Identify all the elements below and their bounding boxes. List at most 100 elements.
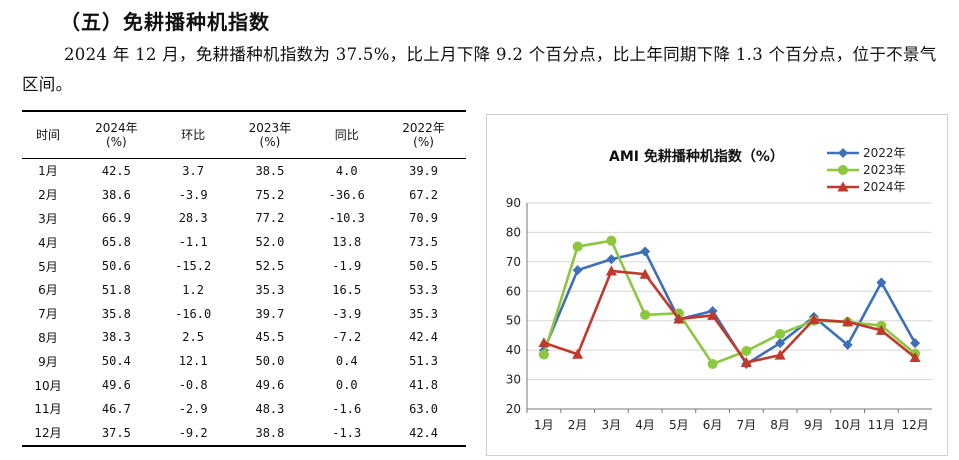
data-point-2024年 [538, 337, 550, 348]
x-tick-label: 1月 [534, 418, 554, 432]
table-cell: 37.5 [73, 420, 159, 447]
data-point-2022年 [876, 277, 887, 288]
table-row: 11月 46.7 -2.9 48.3 -1.6 63.0 [22, 397, 466, 421]
data-point-2023年 [606, 235, 617, 246]
column-header: 2024年 (%) [73, 110, 159, 159]
table-row: 1月 42.5 3.7 38.5 4.0 39.9 [22, 159, 466, 183]
table-row: 9月 50.4 12.1 50.0 0.4 51.3 [22, 349, 466, 373]
table-cell: 75.2 [255, 187, 285, 202]
table-cell: -1.3 [312, 420, 382, 447]
data-point-2024年 [909, 352, 921, 362]
table-cell: -15.2 [175, 259, 212, 274]
table-cell: 28.3 [178, 211, 208, 226]
y-tick-label: 90 [506, 196, 521, 210]
table-cell: -1.1 [178, 235, 208, 250]
table-row: 12月 37.5 -9.2 38.8 -1.3 42.4 [22, 420, 466, 447]
y-tick-label: 30 [506, 373, 521, 387]
table-cell: 70.9 [409, 211, 439, 226]
table-cell: 49.6 [255, 378, 285, 393]
table-row: 4月 65.8 -1.1 52.0 13.8 73.5 [22, 230, 466, 254]
table-cell: 38.8 [227, 420, 313, 447]
data-point-2022年 [640, 246, 651, 257]
x-tick-label: 3月 [602, 418, 622, 432]
table-row: 6月 51.8 1.2 35.3 16.5 53.3 [22, 278, 466, 302]
table-cell: 0.4 [335, 354, 358, 369]
table-cell: -1.6 [332, 401, 362, 416]
table-cell: 4月 [38, 235, 58, 250]
legend-marker [838, 148, 848, 158]
data-point-2023年 [741, 346, 752, 357]
table-cell: 42.4 [409, 330, 439, 345]
table-cell: 50.0 [255, 354, 285, 369]
table-cell: 16.5 [332, 282, 362, 297]
table-cell: 42.5 [101, 163, 131, 178]
table-header-row: 时间 2024年 (%) 环比 2023年 (%) 同比 2022年 (%) [22, 110, 466, 159]
table-cell: 35.8 [101, 306, 131, 321]
table-cell: 50.5 [409, 259, 439, 274]
data-point-2024年 [639, 268, 651, 279]
table-cell: 9月 [38, 354, 58, 369]
table-cell: 42.4 [381, 420, 466, 447]
table-cell: 46.7 [101, 401, 131, 416]
data-point-2023年 [640, 309, 651, 320]
data-point-2022年 [775, 338, 786, 349]
x-tick-label: 8月 [770, 418, 790, 432]
data-point-2022年 [606, 254, 617, 265]
chart-title: AMI 免耕播种机指数（%） [609, 148, 784, 165]
x-tick-label: 7月 [737, 418, 757, 432]
x-tick-label: 6月 [703, 418, 723, 432]
data-point-2024年 [673, 313, 685, 324]
table-cell: 52.0 [255, 235, 285, 250]
data-point-2024年 [740, 357, 752, 368]
column-header: 环比 [158, 110, 228, 159]
table-cell: 4.0 [335, 163, 358, 178]
table-cell: 52.5 [255, 259, 285, 274]
data-point-2023年 [572, 241, 583, 252]
table-row: 10月 49.6 -0.8 49.6 0.0 41.8 [22, 373, 466, 397]
column-header: 2023年 (%) [227, 110, 313, 159]
table-cell: 12月 [22, 420, 74, 447]
table-cell: -7.2 [332, 330, 362, 345]
table-cell: 3.7 [182, 163, 204, 178]
table-cell: 67.2 [409, 187, 439, 202]
data-point-2023年 [538, 349, 549, 360]
summary-paragraph: 2024 年 12 月，免耕播种机指数为 37.5%，比上月下降 9.2 个百分… [22, 45, 937, 94]
y-tick-label: 80 [506, 225, 521, 239]
table-row: 2月 38.6 -3.9 75.2 -36.6 67.2 [22, 183, 466, 207]
x-tick-label: 11月 [868, 418, 895, 432]
data-point-2024年 [842, 316, 854, 327]
table-cell: 51.3 [409, 354, 439, 369]
table-cell: 10月 [34, 378, 62, 393]
table-cell: 7月 [38, 307, 58, 322]
y-tick-label: 70 [506, 255, 521, 269]
table-cell: 41.8 [409, 378, 439, 393]
x-tick-label: 10月 [834, 418, 861, 432]
table-cell: 12.1 [178, 354, 208, 369]
table-row: 3月 66.9 28.3 77.2 -10.3 70.9 [22, 207, 466, 231]
line-chart: AMI 免耕播种机指数（%） 20 30 40 50 60 70 80 90 1月 2月 3月 4月 5月… [506, 146, 932, 432]
section-heading: （五）免耕播种机指数 [60, 10, 270, 34]
data-point-2022年 [910, 338, 921, 349]
x-tick-label: 12月 [901, 418, 928, 432]
data-point-2024年 [774, 349, 786, 360]
y-tick-label: 40 [506, 343, 521, 357]
x-tick-label: 4月 [635, 418, 655, 432]
index-table: 时间 2024年 (%) 环比 2023年 (%) 同比 2022年 (%) 1月 42.5… [22, 110, 466, 447]
data-point-2024年 [605, 265, 617, 276]
legend-marker [838, 165, 848, 175]
legend-label: 2024年 [863, 180, 906, 194]
y-tick-label: 60 [506, 284, 521, 298]
table-cell: 73.5 [409, 235, 439, 250]
table-cell: 0.0 [335, 378, 358, 393]
data-point-2024年 [572, 348, 584, 359]
column-header: 时间 [22, 110, 74, 159]
x-tick-label: 2月 [568, 418, 588, 432]
data-point-2022年 [842, 339, 853, 350]
table-cell: 39.9 [409, 163, 439, 178]
table-cell: -10.3 [328, 211, 365, 226]
data-point-2022年 [572, 265, 583, 276]
column-header: 2022年 (%) [381, 110, 466, 159]
table-cell: 77.2 [255, 211, 285, 226]
y-tick-label: 50 [506, 314, 521, 328]
table-cell: 35.3 [409, 306, 439, 321]
